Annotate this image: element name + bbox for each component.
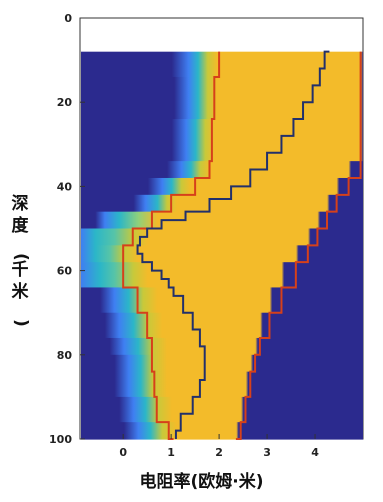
- heatmap-layer: [81, 262, 363, 289]
- heatmap-layer: [81, 194, 363, 213]
- y-axis-title-char: ): [11, 319, 31, 327]
- heatmap-layer: [81, 211, 363, 230]
- heatmap-layer: [81, 228, 363, 246]
- y-tick-label: 0: [64, 12, 72, 25]
- x-axis-title: 电阻率(欧姆·米): [140, 471, 264, 492]
- heatmap-layer: [81, 287, 363, 314]
- series-lines: [122, 50, 362, 440]
- x-tick-label: 3: [263, 446, 271, 459]
- heatmap-layer: [81, 51, 363, 78]
- heatmap-layer: [81, 245, 363, 263]
- y-axis-title-char: (: [11, 253, 31, 261]
- heatmap-layer: [81, 354, 363, 373]
- x-tick-label: 0: [119, 446, 127, 459]
- y-axis-title-char: 米: [12, 281, 30, 302]
- heatmap-layer: [81, 371, 363, 398]
- heatmap-layer: [81, 396, 363, 423]
- heatmap-layer: [81, 119, 363, 162]
- x-tick-label: 1: [167, 446, 175, 459]
- heatmap-layer: [81, 76, 363, 120]
- y-tick-label: 60: [57, 265, 73, 278]
- heatmap-layer: [81, 422, 363, 440]
- y-axis-title-char: 度: [12, 215, 30, 236]
- y-tick-label: 100: [49, 433, 72, 446]
- y-tick-label: 20: [57, 96, 73, 109]
- y-axis-title-char: 深: [12, 193, 29, 214]
- bound-line: [235, 51, 362, 440]
- bound-line: [122, 51, 221, 440]
- y-axis-title-char: 千: [12, 260, 29, 280]
- heatmap-layer: [81, 337, 363, 356]
- y-tick-label: 40: [57, 180, 73, 193]
- model-line: [136, 50, 330, 439]
- heatmap-layer: [81, 177, 363, 196]
- y-tick-label: 80: [57, 349, 73, 362]
- x-tick-label: 2: [215, 446, 223, 459]
- heatmap-layer: [81, 161, 363, 179]
- heatmap-layer: [81, 312, 363, 339]
- heatmap-layers: [81, 51, 363, 440]
- y-axis-title: 深度 (千米): [11, 193, 31, 327]
- x-tick-label: 4: [311, 446, 319, 459]
